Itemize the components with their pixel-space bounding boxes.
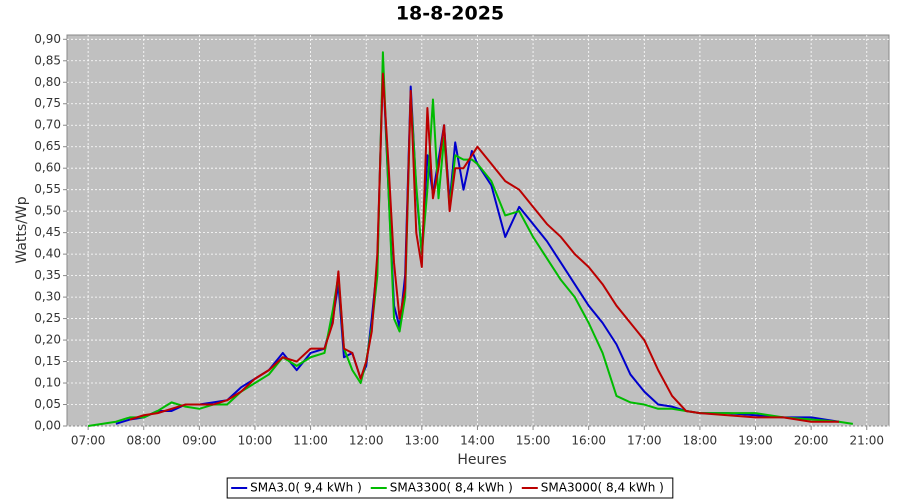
x-tick-label: 11:00 [293,434,328,448]
legend-box [226,477,674,499]
y-tick-label: 0,35 [34,268,61,282]
x-tick-label: 15:00 [516,434,551,448]
y-tick-label: 0,85 [34,53,61,67]
x-tick-label: 21:00 [849,434,884,448]
x-tick-label: 12:00 [349,434,384,448]
plot-area [66,34,890,427]
y-tick-label: 0,70 [34,118,61,132]
y-tick-label: 0,55 [34,182,61,196]
y-tick-label: 0,10 [34,376,61,390]
y-axis-label: Watts/Wp [14,196,30,263]
x-axis-label: Heures [457,452,506,468]
y-tick-label: 0,30 [34,290,61,304]
y-tick-label: 0,80 [34,75,61,89]
x-tick-label: 18:00 [683,434,718,448]
series-line [87,51,854,427]
y-tick-label: 0,25 [34,311,61,325]
x-tick-label: 14:00 [460,434,495,448]
x-tick-label: 16:00 [571,434,606,448]
y-tick-label: 0,90 [34,32,61,46]
x-tick-label: 20:00 [794,434,829,448]
y-tick-label: 0,20 [34,333,61,347]
y-tick-label: 0,65 [34,139,61,153]
chart-title: 18-8-2025 [396,3,504,25]
y-tick-label: 0,75 [34,96,61,110]
y-tick-label: 0,00 [34,419,61,433]
x-tick-label: 10:00 [238,434,273,448]
legend-label: SMA3300( 8,4 kWh ) [390,481,513,495]
y-tick-label: 0,50 [34,204,61,218]
x-tick-label: 17:00 [627,434,662,448]
series-line [129,72,839,423]
y-tick-label: 0,05 [34,397,61,411]
y-tick-label: 0,40 [34,247,61,261]
x-tick-label: 19:00 [738,434,773,448]
x-tick-label: 13:00 [405,434,440,448]
y-tick-label: 0,45 [34,225,61,239]
x-tick-label: 08:00 [126,434,161,448]
legend-label: SMA3.0( 9,4 kWh ) [250,481,362,495]
legend-label: SMA3000( 8,4 kWh ) [541,481,664,495]
y-tick-label: 0,15 [34,354,61,368]
y-tick-label: 0,60 [34,161,61,175]
x-tick-label: 07:00 [71,434,106,448]
x-tick-label: 09:00 [182,434,217,448]
